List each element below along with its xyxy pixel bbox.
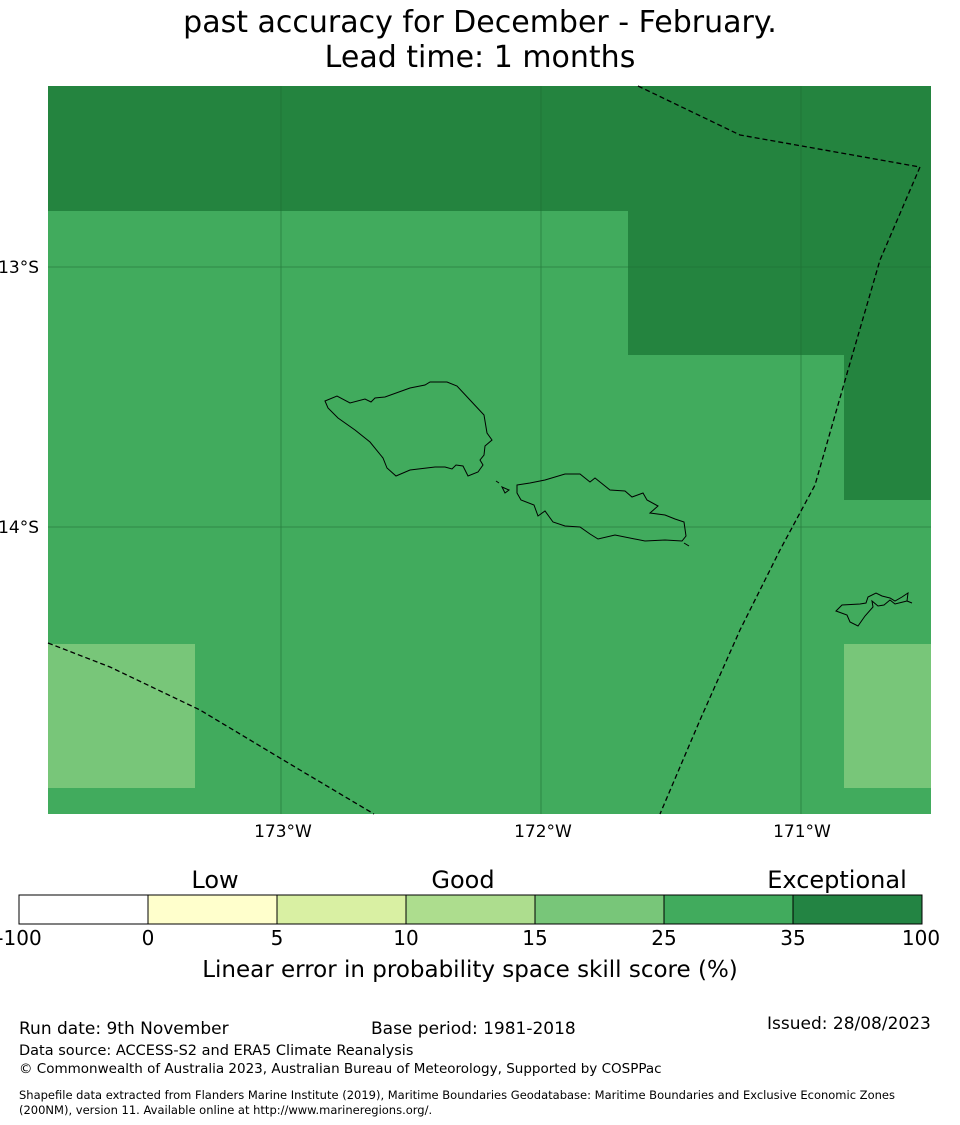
island-aunuu <box>906 600 913 604</box>
map-title-line1: past accuracy for December - February. <box>183 5 777 40</box>
island-manono <box>500 486 510 494</box>
colorbar-swatch-5 <box>664 895 793 924</box>
maritime-boundaries <box>47 85 921 815</box>
skill-map: 13°S 14°S 173°W 172°W 171°W <box>0 85 931 842</box>
island-savaii <box>324 381 493 477</box>
island-tutuila <box>835 591 909 627</box>
colorbar-category-low: Low <box>191 866 239 894</box>
island-islet-e <box>683 542 690 547</box>
colorbar-swatch-4 <box>535 895 664 924</box>
island-islet-w <box>495 480 500 484</box>
colorbar-tick-5: 25 <box>651 926 677 950</box>
cell-exceptional-ne <box>628 211 931 355</box>
lon-label-171w: 171°W <box>773 822 831 842</box>
gridlines <box>48 86 931 814</box>
colorbar-tick-0: -100 <box>0 926 42 950</box>
lat-label-13s: 13°S <box>0 258 39 278</box>
colorbar-label: Linear error in probability space skill … <box>202 957 738 983</box>
lat-label-14s: 14°S <box>0 518 39 538</box>
data-source: Data source: ACCESS-S2 and ERA5 Climate … <box>19 1043 414 1059</box>
cell-exceptional-east <box>844 355 931 500</box>
cell-good-sw <box>48 644 195 788</box>
map-title-line2: Lead time: 1 months <box>324 40 636 75</box>
colorbar-category-good: Good <box>431 866 495 894</box>
eez-boundary-southwest <box>47 642 375 815</box>
colorbar <box>18 894 923 925</box>
lon-label-173w: 173°W <box>254 822 312 842</box>
colorbar-category-exceptional: Exceptional <box>767 866 907 894</box>
colorbar-swatch-6 <box>793 895 922 924</box>
colorbar-swatch-2 <box>277 895 406 924</box>
colorbar-tick-3: 10 <box>393 926 419 950</box>
colorbar-frame <box>18 894 923 925</box>
colorbar-tick-4: 15 <box>522 926 548 950</box>
eez-boundary-north <box>637 85 921 815</box>
shapefile-credit-line2: (200NM), version 11. Available online at… <box>19 1103 433 1117</box>
issued-date: Issued: 28/08/2023 <box>767 1014 931 1034</box>
colorbar-tick-7: 100 <box>901 926 941 950</box>
colorbar-tick-1: 0 <box>141 926 155 950</box>
cell-good-se <box>844 644 931 788</box>
island-upolu <box>516 473 687 542</box>
lon-label-172w: 172°W <box>514 822 572 842</box>
colorbar-swatch-0 <box>19 895 148 924</box>
islands <box>324 381 913 627</box>
colorbar-tick-6: 35 <box>780 926 806 950</box>
colorbar-swatch-1 <box>148 895 277 924</box>
shapefile-credit-line1: Shapefile data extracted from Flanders M… <box>19 1088 895 1102</box>
base-period: Base period: 1981-2018 <box>371 1019 576 1039</box>
colorbar-tick-2: 5 <box>270 926 284 950</box>
copyright: © Commonwealth of Australia 2023, Austra… <box>19 1061 662 1077</box>
run-date: Run date: 9th November <box>19 1019 229 1039</box>
cell-exceptional-top <box>48 86 931 211</box>
colorbar-swatch-3 <box>406 895 535 924</box>
